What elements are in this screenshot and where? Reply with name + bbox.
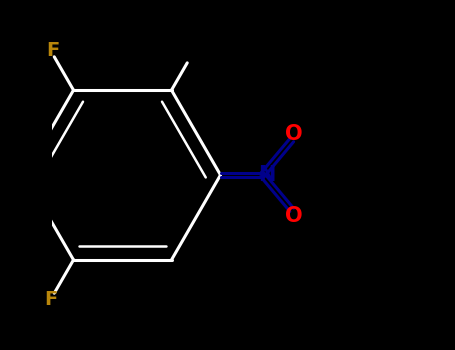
Text: O: O [285, 206, 302, 226]
Text: F: F [44, 290, 57, 309]
Text: O: O [285, 124, 302, 144]
Text: F: F [46, 41, 59, 60]
Text: N: N [258, 165, 275, 185]
